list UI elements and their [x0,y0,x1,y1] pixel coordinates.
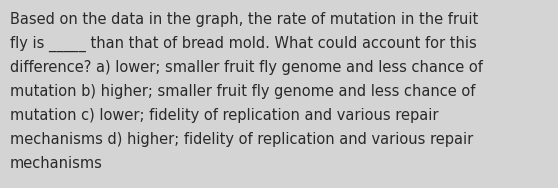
Text: difference? a) lower; smaller fruit fly genome and less chance of: difference? a) lower; smaller fruit fly … [10,60,483,75]
Text: Based on the data in the graph, the rate of mutation in the fruit: Based on the data in the graph, the rate… [10,12,478,27]
Text: mechanisms d) higher; fidelity of replication and various repair: mechanisms d) higher; fidelity of replic… [10,132,473,147]
Text: mutation c) lower; fidelity of replication and various repair: mutation c) lower; fidelity of replicati… [10,108,439,123]
Text: mechanisms: mechanisms [10,156,103,171]
Text: mutation b) higher; smaller fruit fly genome and less chance of: mutation b) higher; smaller fruit fly ge… [10,84,475,99]
Text: fly is _____ than that of bread mold. What could account for this: fly is _____ than that of bread mold. Wh… [10,36,477,52]
